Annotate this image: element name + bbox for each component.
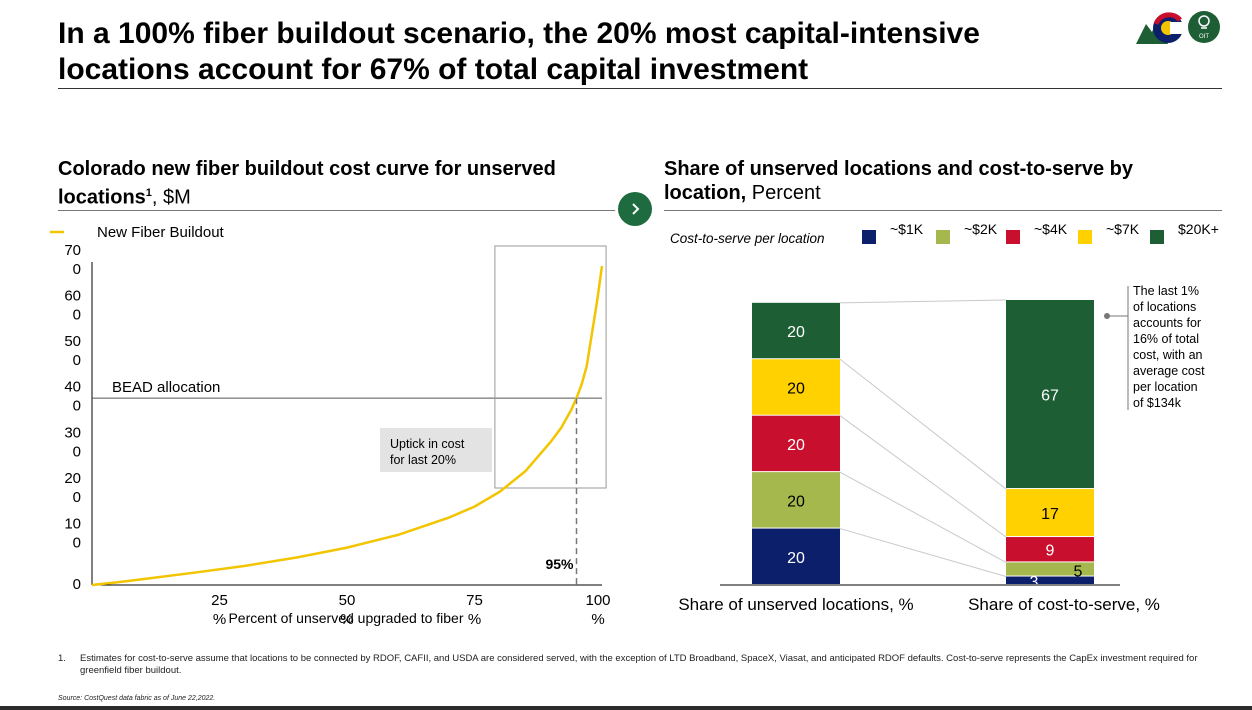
bar-value-label: 67 (1041, 388, 1059, 405)
legend-label-2: ~$4K (1034, 221, 1068, 237)
bar-segment (1006, 537, 1094, 562)
footnote-text: Estimates for cost-to-serve assume that … (80, 653, 1198, 676)
right-panel-title-unit: Percent (746, 182, 821, 204)
y-tick-label: 20 0 (64, 470, 81, 506)
x-tick-label: 50% (339, 592, 356, 628)
y-tick-label: 30 0 (64, 424, 81, 460)
bar-value-label: 9 (1046, 543, 1055, 560)
cost-curve-chart: New Fiber Buildout 0 10 0 20 0 30 0 40 0 50 0 60 0 70 0… (50, 224, 611, 628)
annotation-box (380, 428, 492, 472)
bar-value-label: 17 (1041, 506, 1059, 523)
left-panel-title-main: Colorado new fiber buildout cost curve f… (58, 158, 556, 209)
category-label: Share of cost-to-serve, % (968, 595, 1160, 614)
bar-segment (752, 359, 840, 415)
connector-line (839, 528, 1007, 578)
legend-label-4: $20K+ (1178, 221, 1219, 237)
bar-value-label: 5 (1074, 564, 1083, 581)
uptick-annotation: Uptick in cost for last 20% (380, 428, 492, 472)
footnote-number: 1. (58, 653, 66, 664)
x-axis-label: Percent of unserved upgraded to fiber (228, 610, 463, 626)
x-tick-label: 75% (466, 592, 483, 628)
zoom-box (494, 245, 607, 489)
bar-segment (752, 302, 840, 359)
bar-segment (752, 472, 840, 528)
right-panel-divider (664, 210, 1222, 211)
legend-title: Cost-to-serve per location (670, 231, 825, 246)
page-title: In a 100% fiber buildout scenario, the 2… (58, 17, 980, 86)
bar-segment (1006, 576, 1094, 584)
legend-swatch-3 (1078, 230, 1092, 244)
bar-segment (1006, 562, 1094, 576)
x-tick-label: 25% (211, 592, 228, 628)
bar-value-label: 20 (787, 550, 805, 567)
right-panel-title-main: Share of unserved locations and cost-to-… (664, 158, 1134, 204)
bar-value-label: 3 (1030, 574, 1039, 591)
legend-label-0: ~$1K (890, 221, 924, 237)
bar-value-label: 20 (787, 324, 805, 341)
series-line-new-fiber-buildout (91, 265, 604, 587)
colorado-c-icon (1153, 12, 1184, 43)
y-tick-label: 10 0 (64, 515, 81, 551)
category-label: Share of unserved locations, % (678, 595, 913, 614)
bead-allocation-label: BEAD allocation (112, 379, 220, 396)
marker-95-label: 95% (545, 556, 574, 572)
legend-swatch-4 (1150, 230, 1164, 244)
legend-label-3: ~$7K (1106, 221, 1140, 237)
chevron-right-icon (632, 203, 640, 215)
oit-badge-icon: OIT (1188, 11, 1220, 43)
legend-label-new-fiber-buildout: New Fiber Buildout (97, 224, 225, 241)
bar-segment (1006, 489, 1094, 537)
next-button[interactable] (618, 192, 652, 226)
connector-line (839, 471, 1007, 563)
legend-label-1: ~$2K (964, 221, 998, 237)
bar-segment (752, 415, 840, 472)
source-note: Source: CostQuest data fabric as of June… (58, 695, 216, 702)
y-tick-label: 0 (73, 576, 81, 593)
y-tick-label: 70 0 (64, 242, 81, 278)
connector-line (839, 358, 1007, 490)
right-panel-title: Share of unserved locations and cost-to-… (664, 157, 1204, 205)
x-tick-label: 100% (585, 592, 610, 628)
callout-dot (1104, 313, 1110, 319)
connector-line (839, 415, 1007, 538)
left-panel-title: Colorado new fiber buildout cost curve f… (58, 157, 618, 210)
bottom-bar (0, 706, 1252, 710)
legend-swatch-0 (862, 230, 876, 244)
oit-label: OIT (1199, 34, 1209, 40)
bar-value-label: 20 (787, 493, 805, 510)
annotation-text: Uptick in cost for last 20% (390, 437, 465, 467)
legend-swatch-1 (936, 230, 950, 244)
connector-line (839, 299, 1007, 304)
bar-value-label: 20 (787, 437, 805, 454)
callout-text: The last 1% of locations accounts for 16% o… (1133, 284, 1205, 410)
left-panel-title-unit: , $M (151, 186, 191, 209)
left-panel-title-footnote-ref: 1 (145, 187, 152, 199)
state-logo: OIT (1136, 11, 1220, 44)
title-divider (58, 88, 1222, 89)
bar-value-label: 20 (787, 380, 805, 397)
legend-swatch-2 (1006, 230, 1020, 244)
y-tick-label: 50 0 (64, 333, 81, 369)
bar-segment (1006, 300, 1094, 489)
left-panel-divider (58, 210, 630, 211)
y-tick-label: 40 0 (64, 379, 81, 415)
bar-segment (752, 528, 840, 584)
y-tick-label: 60 0 (64, 288, 81, 324)
footnote: 1. Estimates for cost-to-serve assume tha… (58, 653, 1218, 677)
stacked-bar-chart: Cost-to-serve per location ~$1K ~$2K ~$4K ~$… (670, 221, 1219, 614)
